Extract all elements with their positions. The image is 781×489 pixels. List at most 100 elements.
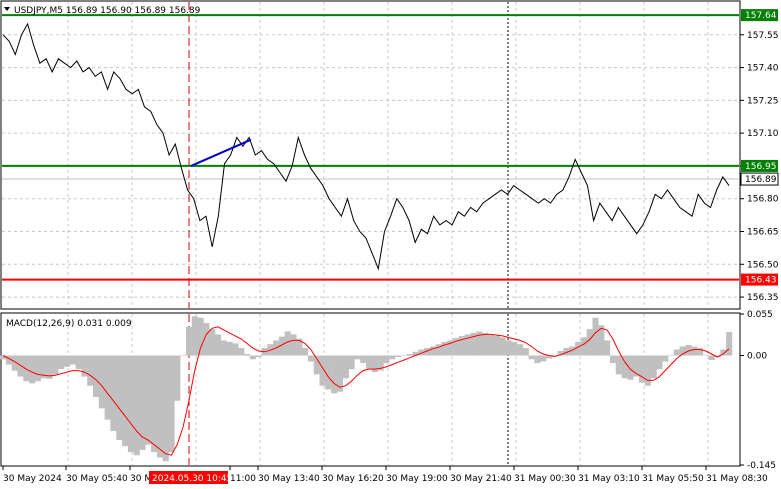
macd-bar [609,355,616,364]
macd-bar [110,355,117,431]
time-tick-label: 31 May 03:10 [578,474,640,484]
macd-bar [64,355,71,367]
macd-bar [354,355,361,360]
macd-bar [186,326,193,356]
macd-bar [563,348,570,356]
macd-bar [383,355,390,364]
macd-bar [203,323,210,356]
level-tag [741,273,778,286]
time-tick-label: 11:00 [230,474,256,484]
macd-bar [668,355,675,356]
macd-bar [604,340,611,356]
macd-bar [23,355,30,382]
macd-bar [174,355,181,401]
macd-bar [145,355,152,445]
macd-bar [429,346,436,356]
macd-tick-label: 0.055 [747,310,773,320]
macd-bar [75,355,82,370]
macd-bar [540,355,547,362]
price-panel[interactable] [0,0,741,310]
dropdown-arrow-icon[interactable] [4,7,10,11]
time-highlight: 2024.05.30 10:45 [149,471,232,484]
macd-label: MACD(12,26,9) 0.031 0.009 [6,319,132,329]
macd-bar [639,355,646,383]
time-axis: 30 May 2024 30 May 05:40 30 M 11:00 30 May 1… [2,466,768,484]
macd-signal-line [2,326,730,456]
time-tick-label: 30 M [130,474,152,484]
macd-bar [726,332,733,356]
macd-bar [191,316,198,356]
level-tag-label: 156.95 [745,162,777,172]
macd-bar [453,338,460,356]
time-tick-label: 31 May 08:30 [706,474,768,484]
macd-bar [255,355,262,357]
macd-bar [708,355,715,360]
macd-bar [534,355,541,364]
macd-bar [470,332,477,356]
time-tick-label: 30 May 21:40 [450,474,512,484]
macd-bar [81,355,88,377]
macd-bar [342,355,349,379]
macd-bar [488,334,495,356]
macd-bar [406,354,413,356]
macd-bar [575,341,582,356]
macd-bar [371,355,378,373]
macd-bar [395,355,402,357]
macd-bar [697,348,704,356]
macd-bar [133,355,140,456]
macd-bar [220,340,227,356]
macd-bar [11,355,18,371]
macd-bar [290,334,297,356]
macd-bar [458,335,465,356]
macd-bar [278,336,285,356]
macd-bar [116,355,123,441]
macd-histogram [0,316,733,462]
price-tick-label: 157.10 [747,129,779,139]
macd-bar [389,355,396,360]
macd-bar [87,355,94,386]
macd-bar [104,355,111,420]
time-tick-label: 30 May 05:40 [66,474,128,484]
macd-tick-label: -0.145 [747,461,776,471]
macd-bar [673,349,680,356]
macd-bar [685,345,692,356]
macd-bar [662,355,669,362]
macd-bar [232,343,239,356]
macd-bar [377,355,384,371]
macd-bar [505,340,512,356]
macd-bar [40,355,47,379]
macd-tick-label: 0.00 [747,352,767,362]
macd-bar [127,355,134,453]
macd-bar [238,348,245,356]
macd-bar [46,355,53,379]
macd-bar [493,335,500,356]
macd-bar [348,355,355,370]
macd-bar [592,317,599,356]
macd-bar [249,355,256,360]
macd-bar [302,348,309,356]
macd-bar [464,334,471,356]
trend-line[interactable] [190,138,252,167]
macd-bar [122,355,129,447]
macd-bar [650,355,657,379]
macd-bar [5,355,12,365]
macd-bar [156,355,163,458]
macd-bar [52,355,59,375]
macd-bar [424,348,431,356]
macd-axis: 0.055 0.00 -0.145 [740,310,776,471]
macd-bar [598,325,605,356]
macd-bar [400,355,407,356]
macd-bar [209,329,216,356]
macd-bar [337,355,344,392]
macd-bar [93,355,100,397]
price-tick-label: 157.55 [747,31,779,41]
level-tag [741,159,778,172]
macd-bar [644,355,651,386]
macd-bar [435,344,442,356]
macd-bar [714,355,721,357]
level-tag-label: 157.64 [745,11,777,21]
level-tag [741,9,778,22]
macd-bar [656,355,663,370]
macd-bar [168,355,175,453]
